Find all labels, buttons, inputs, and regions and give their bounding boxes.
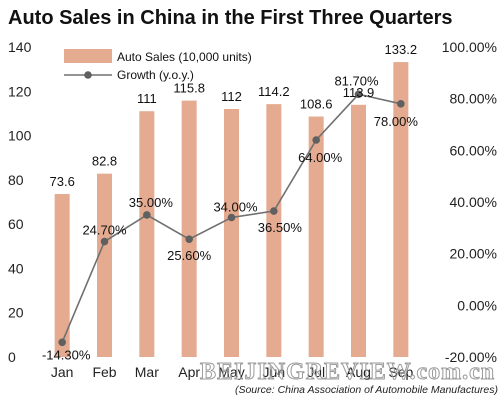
x-tick-label: Feb bbox=[92, 364, 116, 380]
growth-point bbox=[270, 207, 278, 215]
bar bbox=[393, 62, 409, 358]
y-right-tick-label: 20.00% bbox=[450, 246, 497, 262]
bar-value-label: 111 bbox=[137, 91, 157, 106]
bar bbox=[266, 104, 282, 357]
growth-value-label: 81.70% bbox=[334, 73, 379, 88]
x-tick-label: Jun bbox=[263, 364, 286, 380]
x-tick-label: May bbox=[218, 364, 244, 380]
y-right-tick-label: -20.00% bbox=[445, 349, 497, 365]
growth-point bbox=[312, 136, 320, 144]
growth-value-label: -14.30% bbox=[42, 347, 91, 362]
growth-point bbox=[58, 338, 66, 347]
growth-point bbox=[227, 213, 236, 222]
y-left-tick-label: 80 bbox=[8, 172, 24, 188]
bar-value-label: 114.2 bbox=[258, 84, 290, 99]
bar-value-label: 113.9 bbox=[343, 85, 375, 100]
growth-point bbox=[397, 100, 405, 108]
growth-value-label: 78.00% bbox=[374, 114, 419, 129]
y-right-tick-label: 40.00% bbox=[450, 194, 497, 210]
bar-value-label: 108.6 bbox=[300, 97, 333, 112]
x-tick-label: Apr bbox=[178, 364, 200, 380]
bar bbox=[308, 116, 324, 358]
y-right-tick-label: 60.00% bbox=[450, 142, 497, 158]
y-left-tick-label: 60 bbox=[8, 216, 24, 232]
growth-point bbox=[143, 211, 151, 219]
x-tick-label: Aug bbox=[346, 364, 371, 380]
x-tick-label: Jan bbox=[51, 364, 74, 380]
bar bbox=[139, 111, 155, 357]
growth-value-label: 34.00% bbox=[213, 200, 258, 215]
growth-value-label: 36.50% bbox=[258, 220, 303, 235]
data-labels: 73.6 82.8 111 115.8 112 114.2 108.6 113.9 133.2 -… bbox=[42, 42, 418, 362]
growth-point bbox=[100, 237, 109, 246]
growth-value-label: 24.70% bbox=[82, 223, 127, 238]
legend-bar-swatch bbox=[64, 49, 112, 63]
y-left-tick-label: 120 bbox=[8, 83, 32, 99]
y-right-tick-label: 0.00% bbox=[457, 297, 497, 313]
bar bbox=[97, 173, 112, 357]
bar bbox=[224, 109, 239, 357]
y-left-tick-label: 40 bbox=[8, 260, 24, 276]
y-left-tick-label: 100 bbox=[8, 128, 32, 144]
legend-bar-label: Auto Sales (10,000 units) bbox=[117, 50, 252, 64]
bar-value-label: 115.8 bbox=[173, 81, 205, 96]
x-tick-label: Sep bbox=[388, 364, 413, 380]
bar bbox=[54, 194, 70, 357]
y-left-tick-label: 20 bbox=[8, 305, 24, 321]
chart-title: Auto Sales in China in the First Three Q… bbox=[8, 7, 453, 29]
bar bbox=[181, 100, 197, 357]
y-right-tick-label: 80.00% bbox=[450, 91, 497, 107]
x-tick-label: Mar bbox=[135, 364, 159, 380]
legend-line-marker bbox=[84, 71, 92, 79]
bar bbox=[351, 104, 366, 358]
growth-line bbox=[58, 90, 405, 347]
legend: Auto Sales (10,000 units) Growth (y.o.y.) bbox=[64, 49, 252, 82]
y-left-tick-label: 140 bbox=[8, 39, 32, 55]
growth-point bbox=[354, 90, 363, 99]
growth-value-label: 64.00% bbox=[298, 150, 343, 165]
bar-value-label: 73.6 bbox=[50, 174, 75, 189]
bar-value-label: 112 bbox=[221, 89, 242, 104]
y-right-tick-label: 100.00% bbox=[442, 39, 497, 55]
y-left-tick-label: 0 bbox=[8, 349, 16, 365]
bar-value-label: 133.2 bbox=[385, 42, 418, 57]
bar-value-label: 82.8 bbox=[92, 154, 117, 169]
axes: 0 20 40 60 80 100 120 140 -20.00% 0.00% 20.00% 40.0… bbox=[8, 39, 497, 380]
watermark-text: BEIJINGREVIEW.com.cn bbox=[200, 359, 495, 385]
footer: BEIJINGREVIEW.com.cn(Source: China Assoc… bbox=[200, 359, 499, 397]
growth-value-label: 35.00% bbox=[129, 195, 174, 210]
source-note: (Source: China Association of Automobile… bbox=[235, 384, 498, 396]
growth-value-label: 25.60% bbox=[167, 248, 212, 263]
growth-point bbox=[185, 235, 193, 243]
legend-line-label: Growth (y.o.y.) bbox=[117, 68, 194, 82]
bars bbox=[54, 62, 409, 358]
x-tick-label: Jul bbox=[307, 364, 325, 380]
